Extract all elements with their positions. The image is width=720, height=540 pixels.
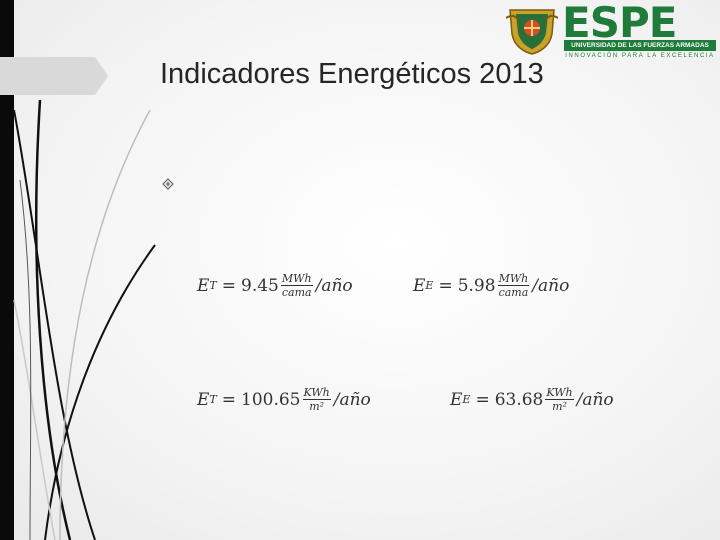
equation-subscript: T bbox=[209, 393, 217, 406]
equation-per-year: /año bbox=[333, 389, 371, 410]
equation-equals: = bbox=[221, 275, 237, 296]
equation-value: 100.65 bbox=[241, 389, 301, 410]
left-accent-bar bbox=[0, 0, 14, 540]
equation-symbol: E bbox=[450, 389, 463, 410]
slide-title: Indicadores Energéticos 2013 bbox=[160, 58, 544, 90]
equation-equals: = bbox=[438, 275, 453, 296]
equation-unit-fraction: MWh cama bbox=[497, 272, 530, 299]
unit-numerator: MWh bbox=[497, 272, 530, 286]
unit-denominator: cama bbox=[281, 286, 312, 299]
equation-per-year: /año bbox=[315, 275, 353, 296]
equation-unit-fraction: MWh cama bbox=[280, 272, 313, 299]
equation-value: 9.45 bbox=[241, 275, 279, 296]
espe-logo: ESPE UNIVERSIDAD DE LAS FUERZAS ARMADAS … bbox=[500, 0, 720, 64]
title-tab-arrow bbox=[0, 57, 108, 95]
logo-subtitle: UNIVERSIDAD DE LAS FUERZAS ARMADAS bbox=[564, 40, 716, 51]
equation-symbol: E bbox=[197, 389, 210, 410]
equation-value: 5.98 bbox=[457, 275, 496, 296]
equation-symbol: E bbox=[413, 275, 426, 296]
equation-symbol: E bbox=[197, 275, 210, 296]
unit-denominator: cama bbox=[498, 286, 529, 299]
equation-value: 63.68 bbox=[494, 389, 544, 410]
equation-unit-fraction: KWh m² bbox=[545, 386, 574, 413]
decorative-curves bbox=[13, 99, 156, 540]
equation-equals: = bbox=[475, 389, 490, 410]
unit-denominator: m² bbox=[552, 400, 567, 413]
logo-motto: INNOVACIÓN PARA LA EXCELENCIA bbox=[565, 53, 715, 59]
unit-numerator: KWh bbox=[302, 386, 331, 400]
equation-subscript: T bbox=[209, 279, 217, 292]
equation-equals: = bbox=[221, 389, 237, 410]
university-crest-icon bbox=[506, 9, 558, 55]
unit-numerator: MWh bbox=[280, 272, 313, 286]
logo-wordmark: ESPE bbox=[562, 0, 677, 47]
equation-per-year: /año bbox=[576, 389, 614, 410]
diamond-bullet-icon bbox=[162, 178, 174, 190]
equation-per-year: /año bbox=[532, 275, 570, 296]
equation-subscript: E bbox=[462, 393, 471, 406]
equation-subscript: E bbox=[425, 279, 434, 292]
unit-denominator: m² bbox=[309, 400, 325, 413]
unit-numerator: KWh bbox=[545, 386, 574, 400]
equation-unit-fraction: KWh m² bbox=[302, 386, 331, 413]
